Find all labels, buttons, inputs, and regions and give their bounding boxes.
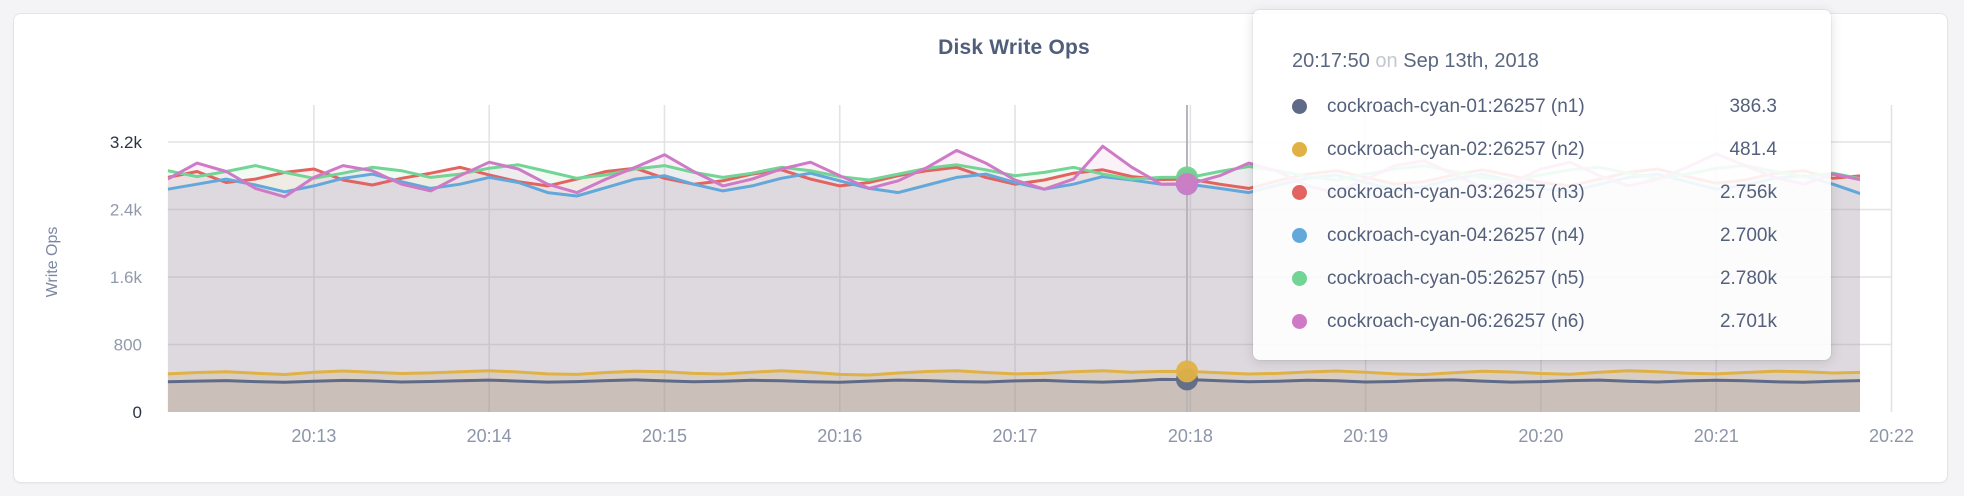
series-color-dot [1292,271,1307,286]
y-axis-tick: 2.4k [110,201,143,220]
series-value: 2.700k [1719,224,1777,246]
series-name: cockroach-cyan-04:26257 (n4) [1327,224,1585,246]
series-name: cockroach-cyan-05:26257 (n5) [1327,267,1585,289]
axes: 0 800 1.6k 2.4k 3.2k 20:13 20:14 20:15 20:16 20:1… [44,133,1914,446]
tooltip-row: cockroach-cyan-03:26257 (n3) 2.756k [1287,171,1777,214]
y-axis-tick: 0 [133,403,142,422]
tooltip-on-word: on [1375,50,1398,72]
tooltip-row: cockroach-cyan-01:26257 (n1) 386.3 [1287,85,1777,128]
tooltip-row: cockroach-cyan-04:26257 (n4) 2.700k [1287,214,1777,257]
series-color-dot [1292,228,1307,243]
chart-title: Disk Write Ops [938,36,1090,59]
x-axis-tick: 20:16 [817,426,862,446]
series-area [167,379,1860,412]
x-axis-tick: 20:15 [642,426,687,446]
series-color-dot [1292,314,1307,329]
x-axis-tick: 20:22 [1869,426,1914,446]
series-value: 481.4 [1729,138,1777,160]
series-line[interactable] [167,369,1863,377]
hover-tooltip: 20:17:50 on Sep 13th, 2018 cockroach-cya… [1253,10,1831,360]
x-axis-tick: 20:18 [1168,426,1213,446]
hover-points [1176,166,1198,391]
x-axis-tick: 20:17 [993,426,1038,446]
y-axis-title: Write Ops [44,227,61,298]
series-value: 2.756k [1719,181,1777,203]
series-value: 2.780k [1719,267,1777,289]
series-name: cockroach-cyan-02:26257 (n2) [1327,138,1585,160]
series-value: 2.701k [1719,310,1777,332]
tooltip-date: Sep 13th, 2018 [1403,50,1539,72]
y-axis-tick: 3.2k [110,133,143,152]
hover-point [1176,173,1198,196]
tooltip-series-list: cockroach-cyan-01:26257 (n1) 386.3 cockroa… [1287,85,1777,343]
series-line[interactable] [167,377,1863,384]
x-axis-tick: 20:19 [1343,426,1388,446]
series-name: cockroach-cyan-06:26257 (n6) [1327,310,1585,332]
series-value: 386.3 [1729,95,1777,117]
tooltip-row: cockroach-cyan-06:26257 (n6) 2.701k [1287,300,1777,343]
tooltip-row: cockroach-cyan-02:26257 (n2) 481.4 [1287,128,1777,171]
tooltip-time: 20:17:50 [1292,50,1370,72]
tooltip-row: cockroach-cyan-05:26257 (n5) 2.780k [1287,257,1777,300]
x-axis-tick: 20:13 [291,426,336,446]
x-axis-tick: 20:21 [1694,426,1739,446]
series-name: cockroach-cyan-01:26257 (n1) [1327,95,1585,117]
series-name: cockroach-cyan-03:26257 (n3) [1327,181,1585,203]
x-axis-tick: 20:14 [467,426,512,446]
series-color-dot [1292,142,1307,157]
x-axis-tick: 20:20 [1518,426,1563,446]
tooltip-timestamp: 20:17:50 on Sep 13th, 2018 [1287,50,1777,73]
series-color-dot [1292,99,1307,114]
series-color-dot [1292,185,1307,200]
y-axis-tick: 1.6k [110,268,143,287]
hover-point [1176,360,1198,383]
y-axis-tick: 800 [114,336,142,355]
